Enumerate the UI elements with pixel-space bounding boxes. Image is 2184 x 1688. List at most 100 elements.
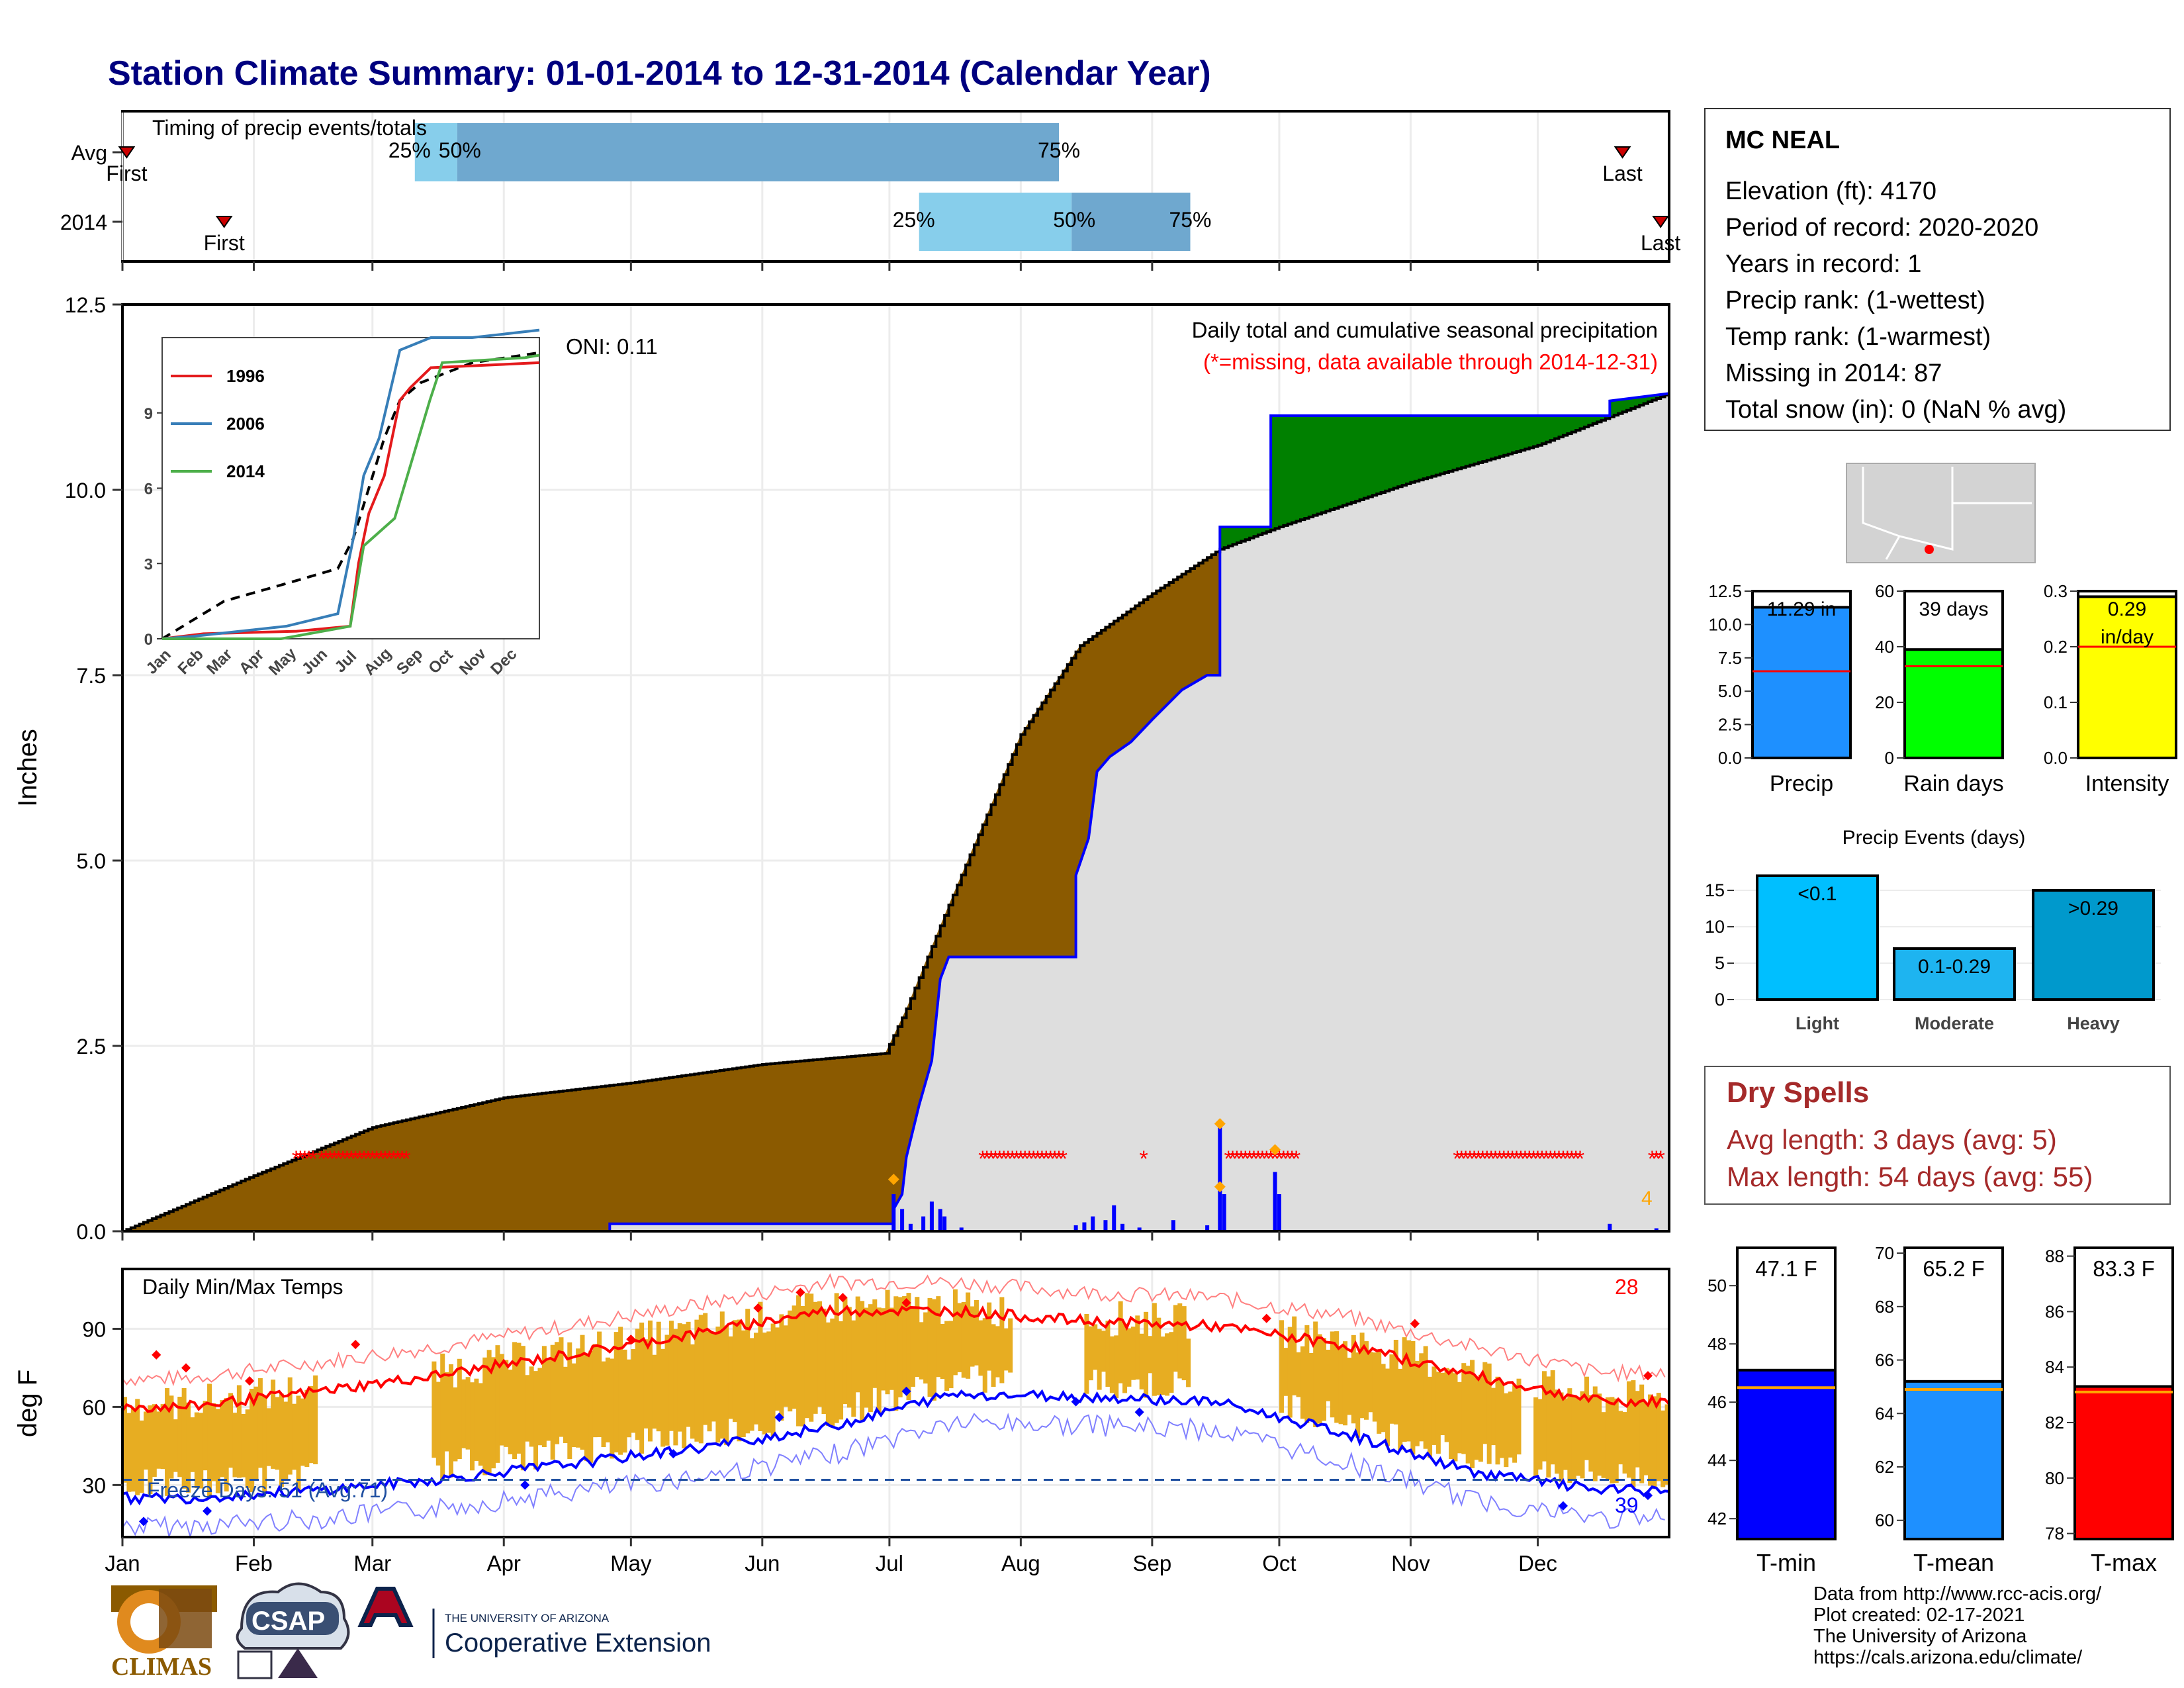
events-category-label: Heavy <box>2067 1013 2120 1033</box>
daily-temp-bar <box>804 1293 809 1419</box>
daily-temp-bar <box>1504 1393 1509 1468</box>
first-marker <box>118 146 136 159</box>
daily-temp-bar <box>902 1295 907 1392</box>
summary-bar-label: Intensity <box>2085 771 2169 796</box>
timing-bar-25-50 <box>414 123 457 181</box>
timing-p25-label: 25% <box>893 208 935 232</box>
temp-bar-fill <box>2073 1385 2174 1541</box>
ua-main-text: Cooperative Extension <box>445 1628 711 1658</box>
freeze-label: Freeze Days: 51 (Avg:71) <box>147 1478 388 1502</box>
missing-marker: * <box>1567 1147 1576 1172</box>
avg-min-line <box>122 1389 1670 1506</box>
temp-bar-value-label: 65.2 F <box>1923 1256 1985 1281</box>
missing-marker: * <box>1648 1147 1657 1172</box>
timing-row-label: Avg <box>71 141 107 165</box>
missing-marker: * <box>1521 1147 1529 1172</box>
obs-cumulative-line <box>122 392 1670 1233</box>
daily-temp-bar <box>715 1327 721 1443</box>
daily-temp-bar <box>1402 1337 1407 1442</box>
daily-temp-bar <box>1474 1377 1479 1460</box>
daily-temp-bar <box>499 1354 504 1446</box>
daily-temp-bar <box>1177 1303 1183 1379</box>
station-name: MC NEAL <box>1725 126 1841 154</box>
daily-temp-bar <box>435 1382 441 1466</box>
summary-value-label: 39 days <box>1919 598 1988 620</box>
daily-temp-bar <box>978 1320 983 1376</box>
daily-temp-bar <box>931 1299 936 1401</box>
daily-temp-bar <box>491 1357 496 1469</box>
daily-temp-bar <box>228 1393 234 1468</box>
temp-bar-ytick-label: 70 <box>1875 1243 1894 1263</box>
summary-value-label: 11.29 in <box>1767 598 1837 620</box>
logos: CLIMAS CSAP THE UNIVERSITY OF ARIZONA Co… <box>111 1582 711 1681</box>
daily-temp-bar <box>1139 1333 1144 1389</box>
daily-temp-bar <box>482 1357 488 1476</box>
daily-temp-bar <box>1584 1376 1589 1460</box>
daily-temp-bar <box>1317 1334 1322 1424</box>
daily-temp-bar <box>1444 1368 1449 1442</box>
missing-marker: * <box>1491 1147 1500 1172</box>
daily-temp-bar <box>1130 1327 1136 1380</box>
daily-temp-bar <box>1486 1363 1492 1464</box>
daily-temp-bar <box>647 1320 653 1442</box>
daily-temp-bar <box>1313 1321 1318 1428</box>
daily-temp-bar <box>165 1388 170 1496</box>
missing-marker: * <box>385 1147 394 1172</box>
precip-ylabel: Inches <box>13 729 42 807</box>
last-label: Last <box>1602 162 1643 185</box>
missing-marker: * <box>1012 1147 1021 1172</box>
daily-temp-bar <box>478 1383 483 1466</box>
daily-temp-bar <box>253 1386 259 1481</box>
daily-temp-bar <box>257 1378 263 1468</box>
daily-temp-bar <box>927 1297 933 1397</box>
daily-temp-bar <box>470 1382 475 1471</box>
daily-temp-bar <box>1326 1350 1331 1401</box>
daily-temp-bar <box>948 1321 954 1389</box>
daily-temp-bar <box>1597 1393 1602 1476</box>
daily-temp-bar <box>1410 1340 1416 1455</box>
daily-temp-bar <box>982 1318 987 1393</box>
daily-temp-bar <box>987 1302 992 1371</box>
daily-temp-bar <box>999 1297 1005 1383</box>
daily-temp-bar <box>1173 1305 1178 1372</box>
missing-marker: * <box>1050 1147 1059 1172</box>
daily-temp-bar <box>957 1303 962 1372</box>
daily-temp-bar <box>1588 1395 1594 1472</box>
daily-temp-bar <box>525 1375 530 1442</box>
daily-temp-bar <box>1555 1389 1560 1474</box>
daily-temp-bar <box>1372 1352 1377 1422</box>
summary-bar-label: Precip <box>1770 771 1833 796</box>
missing-marker: * <box>300 1147 309 1172</box>
daily-temp-bar <box>779 1314 784 1421</box>
daily-temp-bar <box>1330 1331 1335 1418</box>
daily-precip-bar <box>1277 1194 1281 1231</box>
missing-marker: * <box>1529 1147 1537 1172</box>
daily-precip-bar <box>891 1194 896 1231</box>
daily-temp-bar <box>1461 1363 1467 1454</box>
daily-temp-bar <box>821 1308 827 1415</box>
daily-temp-bar <box>766 1331 772 1433</box>
dry-spells-max: Max length: 54 days (avg: 55) <box>1727 1161 2093 1192</box>
daily-temp-bar <box>1546 1376 1551 1478</box>
daily-temp-bar <box>1135 1315 1140 1380</box>
daily-temp-bar <box>1084 1314 1089 1394</box>
daily-temp-bar <box>283 1401 289 1481</box>
daily-temp-bar <box>1453 1373 1458 1462</box>
temp-bar-ytick-label: 50 <box>1707 1276 1727 1295</box>
daily-temp-bar <box>563 1366 568 1443</box>
inset-legend-label: 2014 <box>226 461 265 481</box>
daily-temp-bar <box>576 1348 581 1448</box>
credit-date: Plot created: 02-17-2021 <box>1813 1605 2025 1626</box>
heavy-event-marker <box>887 1174 899 1186</box>
summary-ytick-label: 60 <box>1875 581 1894 601</box>
daily-temp-bar <box>457 1358 462 1460</box>
daily-temp-bar <box>1292 1316 1297 1395</box>
daily-temp-bar <box>1516 1378 1522 1455</box>
daily-temp-bar <box>737 1319 742 1442</box>
daily-temp-bar <box>1635 1391 1640 1468</box>
daily-precip-bar <box>1137 1227 1142 1231</box>
daily-temp-bar <box>783 1325 788 1407</box>
daily-temp-bar <box>1097 1329 1102 1390</box>
missing-marker: * <box>368 1147 377 1172</box>
missing-marker: * <box>1482 1147 1491 1172</box>
